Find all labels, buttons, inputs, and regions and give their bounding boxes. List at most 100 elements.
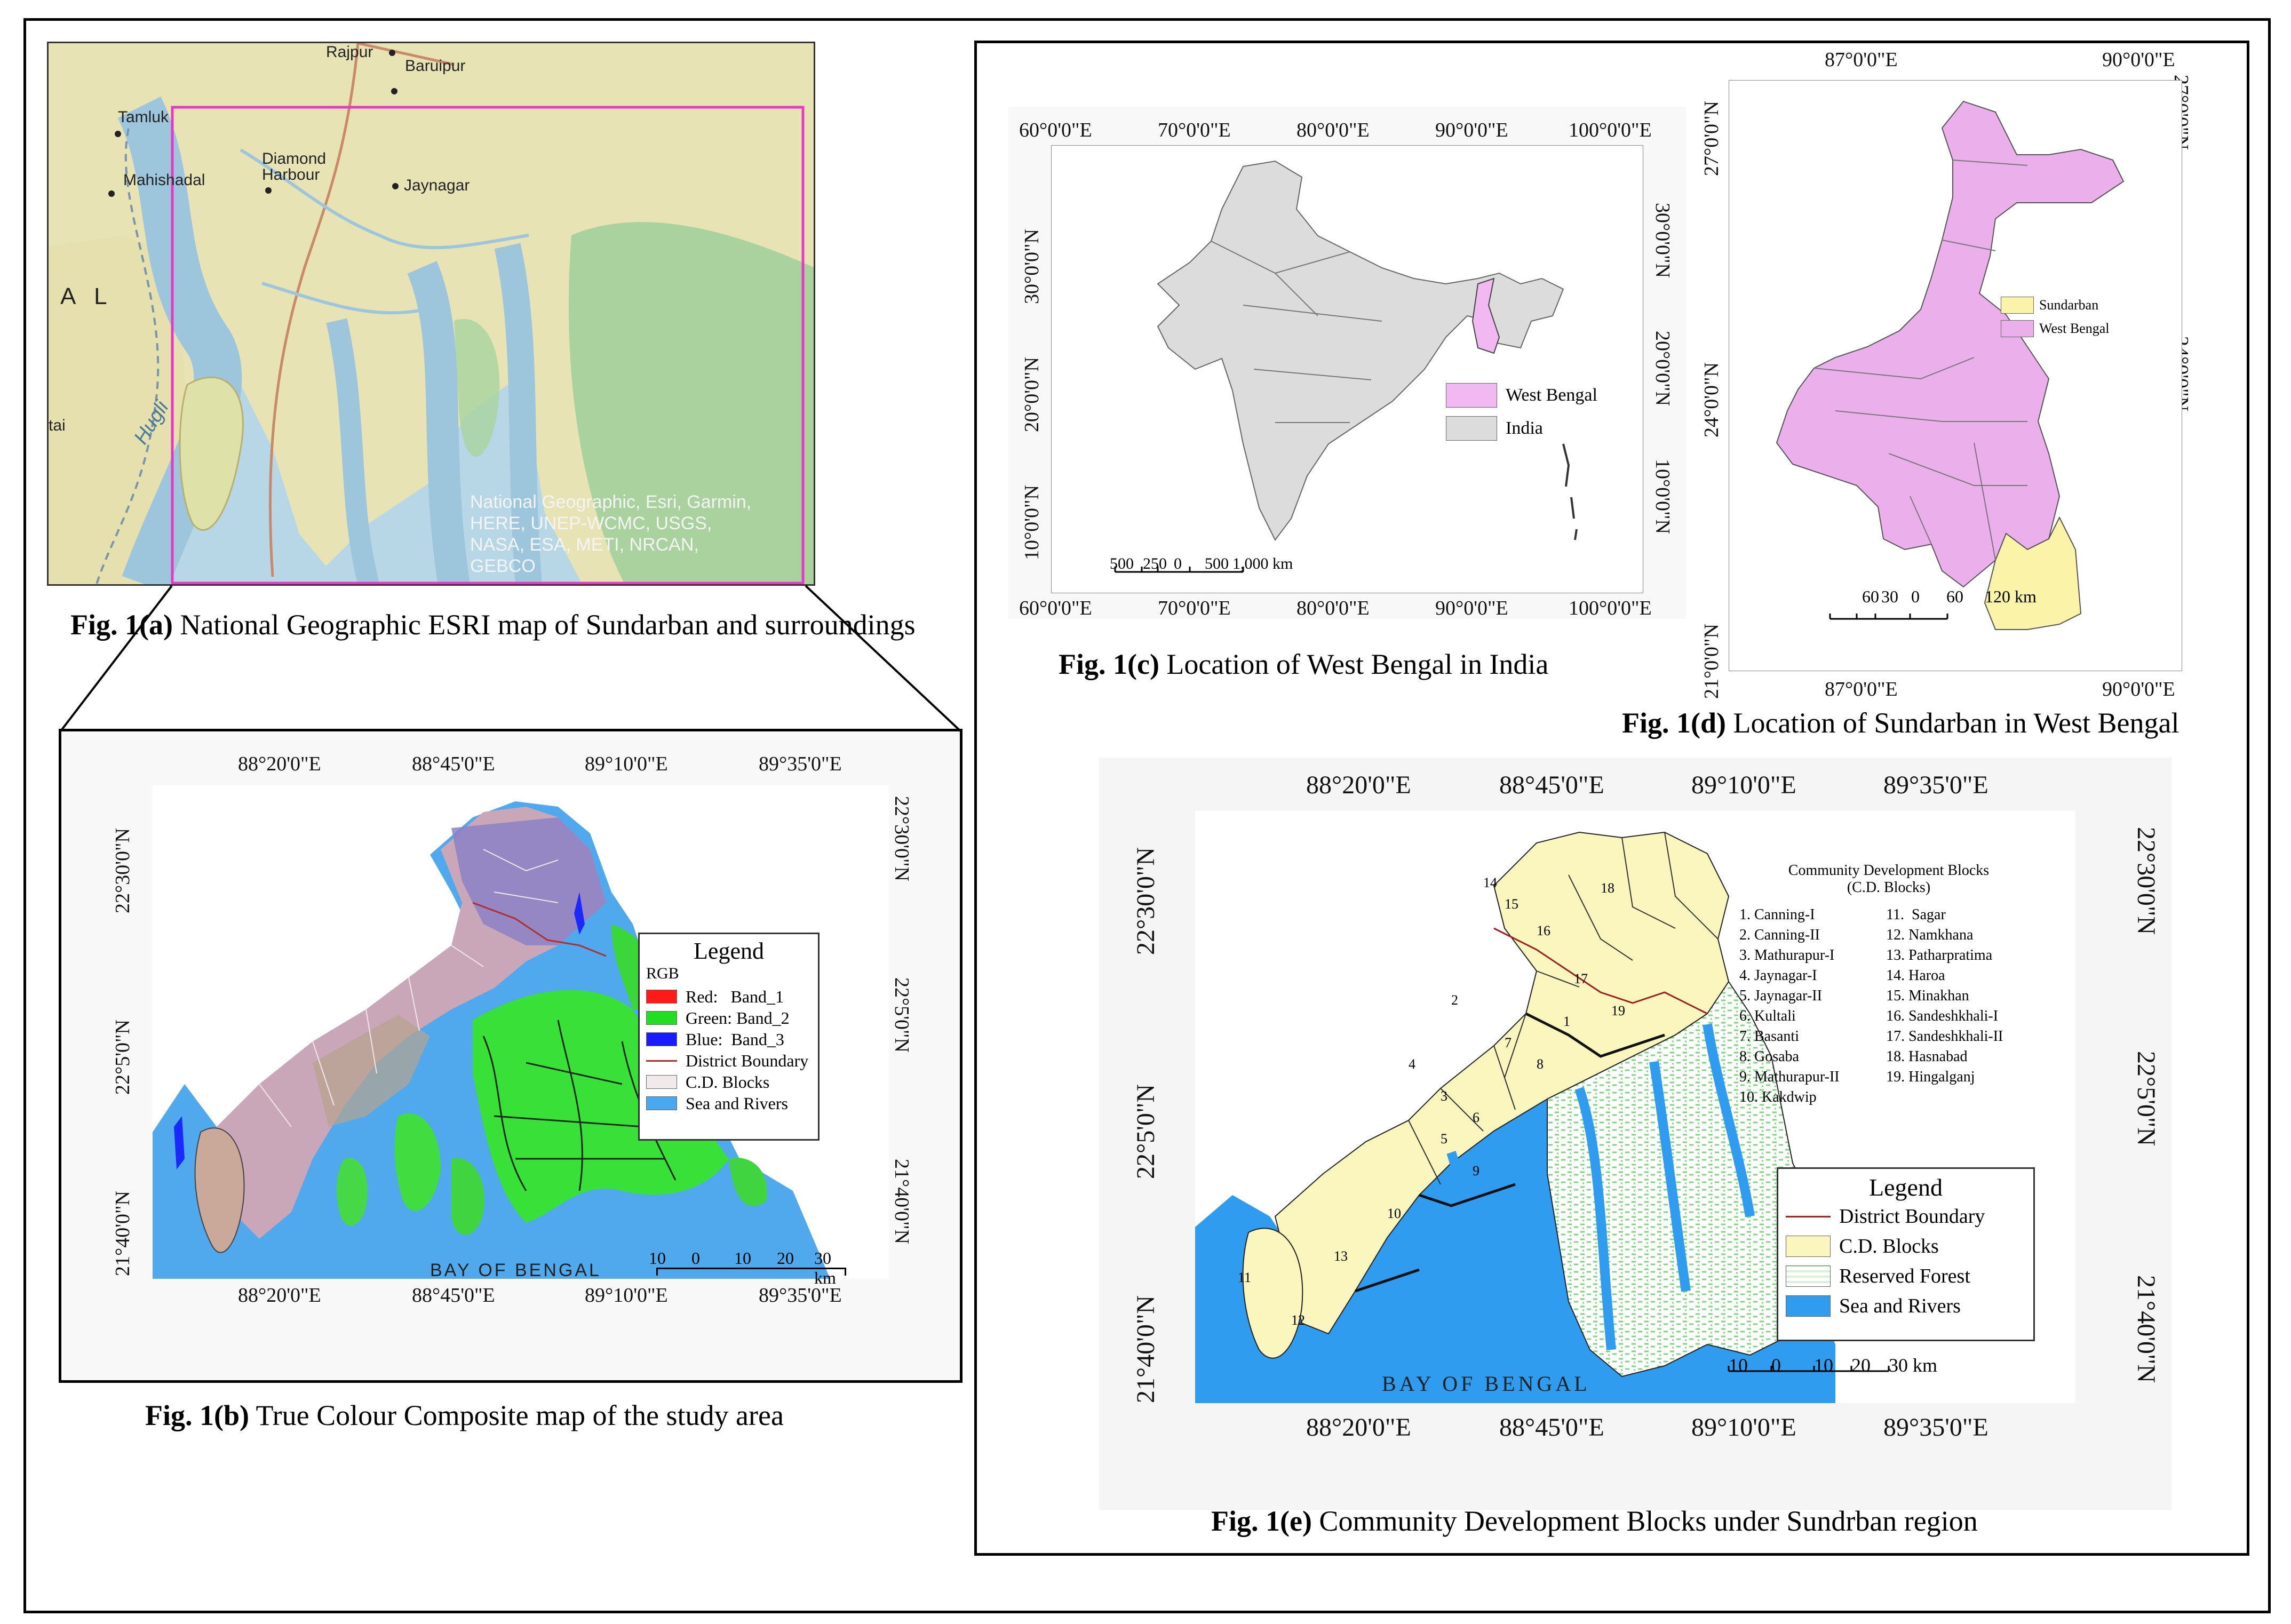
place-tamluk: Tamluk (118, 108, 169, 126)
fig-c-legend-india: India (1446, 412, 1617, 445)
fig-e-legend-label: Sea and Rivers (1839, 1295, 1961, 1317)
fig-b-legend-swatch (646, 1011, 677, 1025)
fig-e-legend-swatch (1786, 1265, 1831, 1287)
fig-e-panel: 88°20'0"E 88°45'0"E 89°10'0"E 89°35'0"E … (1099, 758, 2171, 1510)
fig-e-block-number-label: 14 (1483, 875, 1497, 890)
fig-b-legend-label: Red: Band_1 (686, 986, 784, 1006)
fig-b-legend-item: District Boundary (646, 1050, 812, 1071)
fig-b-right-coord-3: 21°40'0"N (890, 1159, 913, 1244)
fig-d-left-coord-3: 21°0'0"N (1700, 624, 1723, 699)
fig-b-legend-item: Green: Band_2 (646, 1007, 812, 1029)
fig-c-map (1051, 145, 1643, 593)
place-al: A L (60, 283, 114, 309)
fig-e-legend-label: District Boundary (1839, 1205, 1985, 1228)
fig-d-caption-text: Location of Sundarban in West Bengal (1733, 707, 2179, 739)
fig-e-block-list-item: 8. Gosaba (1739, 1048, 1799, 1065)
fig-e-legend-title: Legend (1869, 1174, 1943, 1201)
fig-b-bottom-coord-3: 89°10'0"E (585, 1284, 668, 1307)
fig-e-legend-item: Sea and Rivers (1786, 1291, 2026, 1321)
fig-e-legend-item: District Boundary (1786, 1201, 2026, 1231)
fig-b-legend-swatch (646, 1060, 677, 1062)
fig-d-map (1729, 80, 2182, 671)
place-mahishadal: Mahishadal (123, 171, 205, 189)
fig-b-legend-swatch (646, 990, 677, 1004)
fig-e-block-list-item: 9. Mathurapur-II (1739, 1069, 1840, 1085)
fig-b-scale: 10 0 10 20 30 km (649, 1248, 852, 1287)
fig-b-legend-label: Sea and Rivers (686, 1093, 788, 1113)
fig-e-right-coord-1: 22°30'0"N (2132, 827, 2160, 935)
fig-a-caption: Fig. 1(a) National Geographic ESRI map o… (70, 608, 916, 641)
fig-e-block-number-label: 10 (1387, 1206, 1401, 1221)
fig-c-scale-2: 0 (1174, 555, 1182, 572)
fig-b-legend-swatch (646, 1032, 677, 1046)
fig-b-caption: Fig. 1(b) True Colour Composite map of t… (145, 1399, 784, 1432)
fig-e-block-list-item: 16. Sandeshkhali-I (1886, 1008, 1999, 1024)
fig-c-caption-label: Fig. 1(c) (1059, 648, 1159, 680)
map-attribution: National Geographic, Esri, Garmin, HERE,… (470, 492, 752, 576)
fig-b-legend-label: District Boundary (686, 1050, 809, 1070)
place-diamond: Diamond (262, 150, 327, 168)
fig-e-block-list-item: 7. Basanti (1739, 1028, 1799, 1045)
fig-e-block-number-label: 7 (1505, 1035, 1512, 1050)
fig-c-top-coord-2: 70°0'0"E (1158, 119, 1231, 141)
fig-c-scale-3: 500 (1205, 555, 1229, 572)
fig-e-block-number-label: 3 (1441, 1088, 1447, 1104)
fig-c-bottom-coord-4: 90°0'0"E (1435, 597, 1508, 619)
fig-b-bottom-coord-4: 89°35'0"E (759, 1284, 842, 1307)
fig-c-legend-swatch-india (1446, 416, 1497, 441)
fig-b-left-coord-2: 22°5'0"N (112, 1020, 134, 1095)
fig-e-legend-items: District Boundary C.D. Blocks Reserved For… (1786, 1201, 2026, 1321)
fig-e-block-list-item: 11. Sagar (1886, 906, 1946, 923)
fig-c-legend-west-bengal: West Bengal (1446, 379, 1617, 412)
fig-d-top-coord-2: 90°0'0"E (2102, 49, 2175, 71)
fig-a-basemap (49, 43, 814, 584)
place-tai: tai (49, 417, 66, 434)
fig-e-block-list-item: 17. Sandeshkhali-II (1886, 1028, 2003, 1045)
fig-b-scale-bar (656, 1268, 846, 1276)
fig-d-legend: Sundarban West Bengal (2001, 293, 2139, 340)
fig-e-legend-item: C.D. Blocks (1786, 1231, 2026, 1261)
fig-e-top-coord-2: 88°45'0"E (1499, 771, 1604, 799)
fig-b-top-coord-4: 89°35'0"E (759, 753, 842, 775)
fig-b-legend-label: C.D. Blocks (686, 1072, 770, 1092)
fig-e-scale-label: 20 (1851, 1355, 1871, 1376)
fig-e-right-coord-3: 21°40'0"N (2132, 1275, 2160, 1383)
fig-d-legend-swatch-west-bengal (2001, 320, 2034, 337)
fig-e-block-list-item: 15. Minakhan (1886, 988, 1969, 1004)
fig-d-scale-4: 120 km (1985, 587, 2037, 606)
fig-e-block-col-2: 11. Sagar 12. Namkhana 13. Patharpratima 14… (1886, 905, 2038, 1108)
fig-c-legend-label-west-bengal: West Bengal (1506, 385, 1597, 405)
fig-b-legend-items: Red: Band_1 Green: Band_2 Blue: Band_3 Dist… (646, 986, 812, 1114)
fig-e-scale-label: 30 km (1889, 1355, 1938, 1376)
fig-d-legend-label-west-bengal: West Bengal (2039, 321, 2110, 336)
fig-b-legend-swatch (646, 1075, 677, 1089)
fig-e-block-number-label: 6 (1473, 1110, 1479, 1125)
fig-e-map (1195, 811, 2075, 1403)
fig-b-legend-item: Sea and Rivers (646, 1093, 812, 1114)
place-baruipur: Baruipur (405, 57, 466, 75)
fig-d-scale-2: 0 (1911, 587, 1920, 606)
fig-c-bottom-coord-3: 80°0'0"E (1296, 597, 1370, 619)
fig-b-left-coord-1: 22°30'0"N (112, 828, 134, 913)
fig-d-left-coord-1: 27°0'0"N (1700, 101, 1723, 176)
fig-e-caption-label: Fig. 1(e) (1211, 1505, 1312, 1537)
place-rajpur: Rajpur (326, 43, 373, 61)
fig-b-sea-label: BAY OF BENGAL (430, 1260, 601, 1280)
fig-b-caption-label: Fig. 1(b) (145, 1399, 249, 1431)
fig-e-block-list-item: 14. Haroa (1886, 967, 1945, 984)
fig-c-left-coord-1: 30°0'0"N (1021, 229, 1043, 304)
fig-e-block-list-item: 5. Jaynagar-II (1739, 988, 1822, 1004)
fig-b-left-coord-3: 21°40'0"N (112, 1191, 134, 1276)
fig-e-legend-label: C.D. Blocks (1839, 1235, 1939, 1257)
fig-b-scale-label: 0 (691, 1248, 700, 1268)
fig-e-block-number-label: 19 (1611, 1003, 1625, 1018)
fig-d-bottom-coord-2: 90°0'0"E (2102, 678, 2175, 700)
fig-b-scale-label: 10 (734, 1248, 751, 1268)
fig-e-block-list-item: 2. Canning-II (1739, 927, 1820, 943)
fig-b-legend-rgb: RGB (646, 965, 679, 982)
fig-b-right-coord-2: 22°5'0"N (890, 977, 913, 1053)
fig-c-bottom-coord-1: 60°0'0"E (1019, 597, 1092, 619)
fig-a-caption-label: Fig. 1(a) (70, 609, 173, 641)
fig-c-left-coord-3: 10°0'0"N (1021, 485, 1043, 560)
